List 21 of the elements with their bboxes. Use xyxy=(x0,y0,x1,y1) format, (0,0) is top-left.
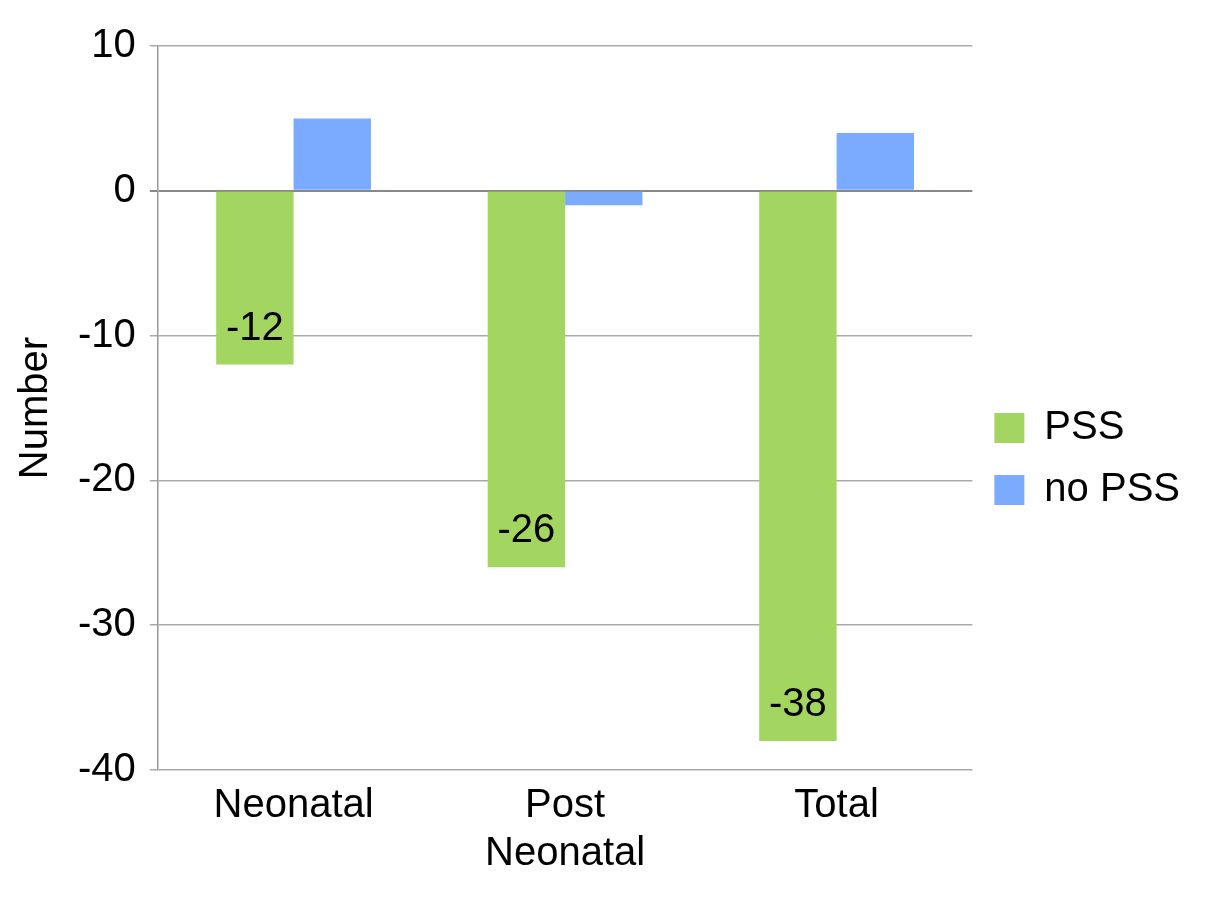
data-label: -12 xyxy=(225,303,284,348)
y-tick-label: -10 xyxy=(78,310,136,355)
bar xyxy=(565,191,643,206)
bar xyxy=(293,118,371,190)
y-axis-title: Number xyxy=(11,336,56,480)
legend-label: no PSS xyxy=(1044,465,1181,510)
data-label: -38 xyxy=(769,680,827,725)
y-tick-label: 0 xyxy=(113,165,136,210)
bar xyxy=(487,191,566,568)
y-tick-label: -40 xyxy=(78,745,136,790)
y-tick-label: 10 xyxy=(91,21,136,66)
bar xyxy=(759,191,837,742)
y-tick-label: -20 xyxy=(78,455,136,500)
data-label: -26 xyxy=(497,506,556,551)
legend-label: PSS xyxy=(1044,403,1125,448)
x-tick-label: Neonatal xyxy=(213,781,374,826)
bar xyxy=(836,132,914,190)
bar xyxy=(216,191,294,365)
y-tick-label: -30 xyxy=(78,600,136,645)
x-tick-label: Post Neonatal xyxy=(485,781,646,874)
x-tick-label: Total xyxy=(794,781,879,826)
